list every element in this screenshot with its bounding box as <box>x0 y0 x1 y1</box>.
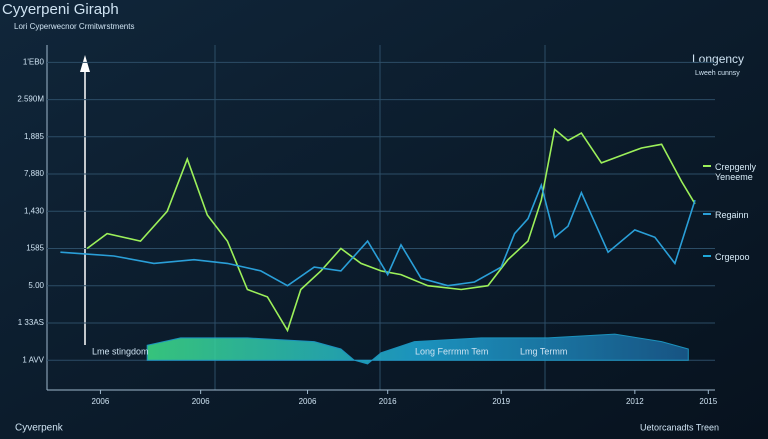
y-tick-label: 1,430 <box>24 206 45 215</box>
legend-entry: Crgepoo <box>715 252 750 262</box>
arrow-head <box>80 55 90 72</box>
footer-right: Uetorcanadts Treen <box>640 422 719 432</box>
x-tick-label: 2015 <box>699 397 717 406</box>
chart-subtitle: Lori Cyperwecnor Crmitwrstments <box>14 22 134 31</box>
x-tick-label: 2019 <box>492 397 510 406</box>
footer-left: Cyverpenk <box>15 423 64 434</box>
x-tick-label: 2006 <box>299 397 317 406</box>
line <box>60 182 696 287</box>
y-tick-label: 1,885 <box>24 132 45 141</box>
y-tick-label: 1 33AS <box>18 318 44 327</box>
legend-entry: Regainn <box>715 210 749 220</box>
y-tick-label: 5.00 <box>28 281 44 290</box>
line <box>86 127 696 333</box>
annotation: Lmg Termm <box>520 346 567 356</box>
y-tick-label: 7,880 <box>24 169 45 178</box>
annotation: Lme stingdom <box>92 346 149 356</box>
x-tick-label: 2016 <box>379 397 397 406</box>
y-tick-label: 1585 <box>26 244 44 253</box>
legend-title: Longency <box>692 52 744 66</box>
vertical-grid <box>214 45 546 390</box>
x-tick-label: 2006 <box>92 397 110 406</box>
area <box>146 333 689 365</box>
chart-title: Cyyerpeni Giraph <box>2 1 119 18</box>
x-tick-label: 2006 <box>192 397 210 406</box>
y-tick-label: 2.590M <box>17 95 44 104</box>
x-tick-label: 2012 <box>626 397 644 406</box>
y-tick-label: 1'EB0 <box>23 57 45 66</box>
annotation: Long Ferrmm Tem <box>415 346 488 356</box>
y-tick-label: 1 AVV <box>22 355 44 364</box>
legend-entry: Crepgenly Yeneeme <box>715 162 757 182</box>
legend-subtitle: Lweeh cunnsy <box>695 70 740 77</box>
